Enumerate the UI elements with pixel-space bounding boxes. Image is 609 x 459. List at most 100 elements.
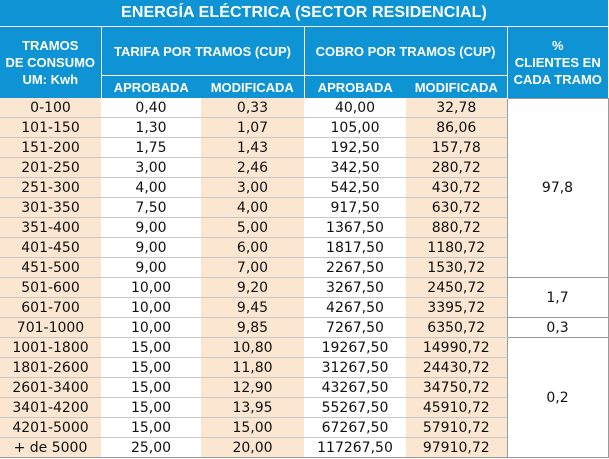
- cell-tarifa-aprobada: 9,00: [101, 257, 201, 278]
- cell-cobro-aprobada: 3267,50: [304, 277, 406, 298]
- cell-cobro-aprobada: 542,50: [304, 177, 406, 198]
- cell-cobro-modificada: 97910,72: [406, 437, 507, 458]
- cell-tramo: 4201-5000: [0, 417, 101, 438]
- cell-cobro-modificada: 45910,72: [406, 397, 507, 418]
- table-row: 1801-2600 15,00 11,80 31267,50 24430,72: [0, 357, 608, 378]
- cell-cobro-aprobada: 31267,50: [304, 357, 406, 378]
- cell-tarifa-aprobada: 3,00: [101, 157, 201, 178]
- cell-tarifa-modificada: 15,00: [201, 417, 304, 438]
- table-row: 201-250 3,00 2,46 342,50 280,72: [0, 157, 608, 178]
- table-row: 601-700 10,00 9,45 4267,50 3395,72: [0, 297, 608, 318]
- cell-tarifa-modificada: 9,20: [201, 277, 304, 298]
- cell-cobro-modificada: 280,72: [406, 157, 507, 178]
- table-row: 251-300 4,00 3,00 542,50 430,72: [0, 177, 608, 198]
- table-row: 501-600 10,00 9,20 3267,50 2450,72 1,7: [0, 277, 609, 318]
- cell-tarifa-aprobada: 0,40: [101, 98, 201, 118]
- header-cobro: COBRO POR TRAMOS (CUP): [303, 26, 507, 76]
- cell-cobro-aprobada: 4267,50: [304, 297, 406, 318]
- table-row: 3401-4200 15,00 13,95 55267,50 45910,72: [0, 397, 608, 418]
- subheader-cobro-aprobada: APROBADA: [303, 75, 406, 98]
- cell-tarifa-modificada: 12,90: [201, 377, 304, 398]
- cell-cobro-modificada: 3395,72: [406, 297, 507, 318]
- table-row: 401-450 9,00 6,00 1817,50 1180,72: [0, 237, 608, 258]
- cell-tarifa-aprobada: 1,75: [101, 137, 201, 158]
- cell-cobro-modificada: 32,78: [406, 98, 507, 118]
- cell-cobro-aprobada: 19267,50: [304, 337, 406, 358]
- cell-cobro-aprobada: 1367,50: [304, 217, 406, 238]
- header-tramos-line3: UM: Kwh: [22, 72, 79, 87]
- cell-cobro-aprobada: 55267,50: [304, 397, 406, 418]
- subheader-cobro-modificada: MODIFICADA: [406, 75, 507, 98]
- table-row: 301-350 7,50 4,00 917,50 630,72: [0, 197, 608, 218]
- cell-tramo: 451-500: [0, 257, 101, 278]
- cell-cobro-modificada: 2450,72: [406, 277, 507, 298]
- cell-tarifa-aprobada: 7,50: [101, 197, 201, 218]
- cell-tarifa-modificada: 9,45: [201, 297, 304, 318]
- cell-cobro-modificada: 86,06: [406, 117, 507, 138]
- cell-cobro-modificada: 14990,72: [406, 337, 507, 358]
- cell-tarifa-modificada: 3,00: [201, 177, 304, 198]
- cell-tarifa-aprobada: 4,00: [101, 177, 201, 198]
- cell-cobro-modificada: 57910,72: [406, 417, 507, 438]
- table-title: ENERGÍA ELÉCTRICA (SECTOR RESIDENCIAL): [0, 0, 608, 27]
- cell-tarifa-modificada: 20,00: [201, 437, 304, 458]
- cell-cobro-modificada: 1530,72: [406, 257, 507, 278]
- cell-tramo: 1001-1800: [0, 337, 101, 358]
- cell-tramo: 401-450: [0, 237, 101, 258]
- cell-cobro-aprobada: 43267,50: [304, 377, 406, 398]
- cell-tramo: 201-250: [0, 157, 101, 178]
- header-pct-line2: CLIENTES EN: [514, 54, 601, 70]
- table-body: 0-100 0,40 0,33 40,00 32,78 97,8 101-150 1,30 1,…: [0, 97, 609, 458]
- cell-cobro-modificada: 1180,72: [406, 237, 507, 258]
- cell-cobro-aprobada: 1817,50: [304, 237, 406, 258]
- cell-tarifa-aprobada: 9,00: [101, 237, 201, 258]
- header-tarifa: TARIFA POR TRAMOS (CUP): [101, 26, 304, 76]
- cell-tarifa-aprobada: 15,00: [101, 397, 201, 418]
- cell-tarifa-modificada: 6,00: [201, 237, 304, 258]
- cell-tramo: 301-350: [0, 197, 101, 218]
- cell-cobro-modificada: 6350,72: [406, 317, 507, 338]
- header-tramos-line1: TRAMOS: [22, 38, 79, 53]
- header-pct: % CLIENTES EN CADA TRAMO: [506, 26, 608, 98]
- cell-pct-clientes: 97,8: [506, 97, 609, 278]
- cell-tarifa-modificada: 5,00: [201, 217, 304, 238]
- cell-cobro-aprobada: 40,00: [304, 98, 406, 118]
- cell-tramo: 501-600: [0, 277, 101, 298]
- table-row: 451-500 9,00 7,00 2267,50 1530,72: [0, 257, 608, 278]
- cell-tarifa-modificada: 11,80: [201, 357, 304, 378]
- cell-cobro-modificada: 157,78: [406, 137, 507, 158]
- cell-tramo: 3401-4200: [0, 397, 101, 418]
- cell-cobro-modificada: 34750,72: [406, 377, 507, 398]
- cell-cobro-modificada: 430,72: [406, 177, 507, 198]
- cell-pct-clientes: 0,2: [506, 337, 609, 458]
- cell-tarifa-aprobada: 10,00: [101, 317, 201, 338]
- cell-tramo: 251-300: [0, 177, 101, 198]
- cell-tarifa-modificada: 13,95: [201, 397, 304, 418]
- cell-pct-clientes: 1,7: [506, 277, 609, 318]
- cell-tarifa-modificada: 2,46: [201, 157, 304, 178]
- cell-cobro-aprobada: 192,50: [304, 137, 406, 158]
- cell-tramo: 1801-2600: [0, 357, 101, 378]
- cell-tarifa-aprobada: 10,00: [101, 297, 201, 318]
- cell-tarifa-aprobada: 15,00: [101, 357, 201, 378]
- cell-cobro-aprobada: 67267,50: [304, 417, 406, 438]
- cell-tarifa-modificada: 7,00: [201, 257, 304, 278]
- cell-pct-clientes: 0,3: [506, 317, 609, 338]
- table-row: 2601-3400 15,00 12,90 43267,50 34750,72: [0, 377, 608, 398]
- cell-tarifa-modificada: 1,07: [201, 117, 304, 138]
- table-row: + de 5000 25,00 20,00 117267,50 97910,72: [0, 437, 608, 458]
- cell-tarifa-aprobada: 15,00: [101, 417, 201, 438]
- cell-tarifa-modificada: 0,33: [201, 98, 304, 118]
- cell-tramo: 2601-3400: [0, 377, 101, 398]
- cell-cobro-aprobada: 917,50: [304, 197, 406, 218]
- table-row: 0-100 0,40 0,33 40,00 32,78 97,8: [0, 97, 609, 278]
- cell-cobro-modificada: 880,72: [406, 217, 507, 238]
- cell-tramo: 101-150: [0, 117, 101, 138]
- cell-tramo: 151-200: [0, 137, 101, 158]
- cell-tarifa-modificada: 9,85: [201, 317, 304, 338]
- cell-cobro-modificada: 24430,72: [406, 357, 507, 378]
- table-row: 101-150 1,30 1,07 105,00 86,06: [0, 117, 608, 138]
- cell-cobro-aprobada: 117267,50: [304, 437, 406, 458]
- cell-cobro-aprobada: 7267,50: [304, 317, 406, 338]
